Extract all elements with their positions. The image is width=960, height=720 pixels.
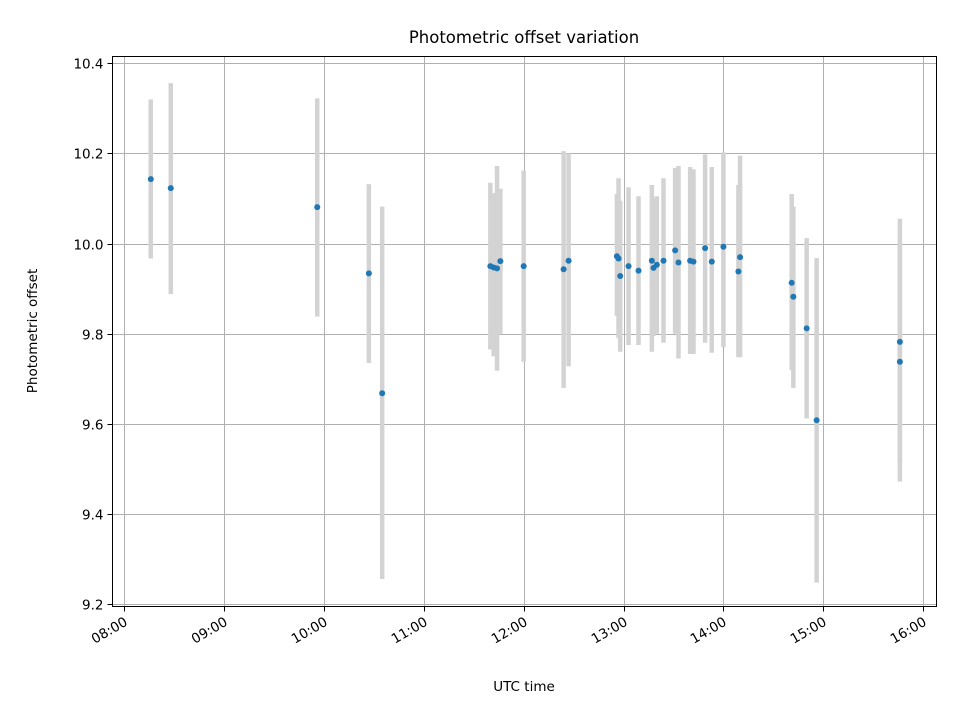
- data-point: [672, 247, 679, 254]
- data-point: [167, 185, 174, 192]
- data-point: [147, 176, 154, 183]
- data-point: [615, 255, 622, 262]
- point-layer: [147, 176, 903, 424]
- data-point: [813, 417, 820, 424]
- data-point: [379, 390, 386, 397]
- y-tick-label: 10.4: [73, 57, 103, 73]
- data-point: [790, 293, 797, 300]
- data-point: [660, 257, 667, 264]
- y-tick-label: 9.4: [82, 508, 103, 524]
- data-point: [896, 358, 903, 365]
- data-point: [365, 270, 372, 277]
- data-point: [675, 259, 682, 266]
- data-point: [565, 257, 572, 264]
- data-point: [560, 266, 567, 273]
- x-axis-label: UTC time: [493, 679, 555, 695]
- data-point: [635, 267, 642, 274]
- y-tick-label: 10.2: [73, 147, 103, 163]
- data-point: [896, 338, 903, 345]
- data-point: [520, 263, 527, 270]
- y-tick-label: 9.2: [82, 598, 103, 614]
- data-point: [617, 273, 624, 280]
- data-point: [708, 258, 715, 265]
- data-point: [653, 261, 660, 268]
- data-point: [803, 325, 810, 332]
- y-tick-label: 10.0: [73, 238, 103, 254]
- data-point: [737, 254, 744, 261]
- y-axis-label: Photometric offset: [25, 269, 41, 393]
- data-point: [648, 257, 655, 264]
- data-point: [314, 204, 321, 211]
- data-point: [788, 279, 795, 286]
- data-point: [494, 265, 501, 272]
- data-point: [720, 243, 727, 250]
- y-tick-label: 9.6: [82, 418, 103, 434]
- y-tick-label: 9.8: [82, 328, 103, 344]
- data-point: [625, 263, 632, 270]
- data-point: [702, 245, 709, 252]
- data-point: [735, 268, 742, 275]
- data-point: [497, 258, 504, 265]
- data-point: [690, 258, 697, 265]
- chart-title: Photometric offset variation: [409, 28, 639, 47]
